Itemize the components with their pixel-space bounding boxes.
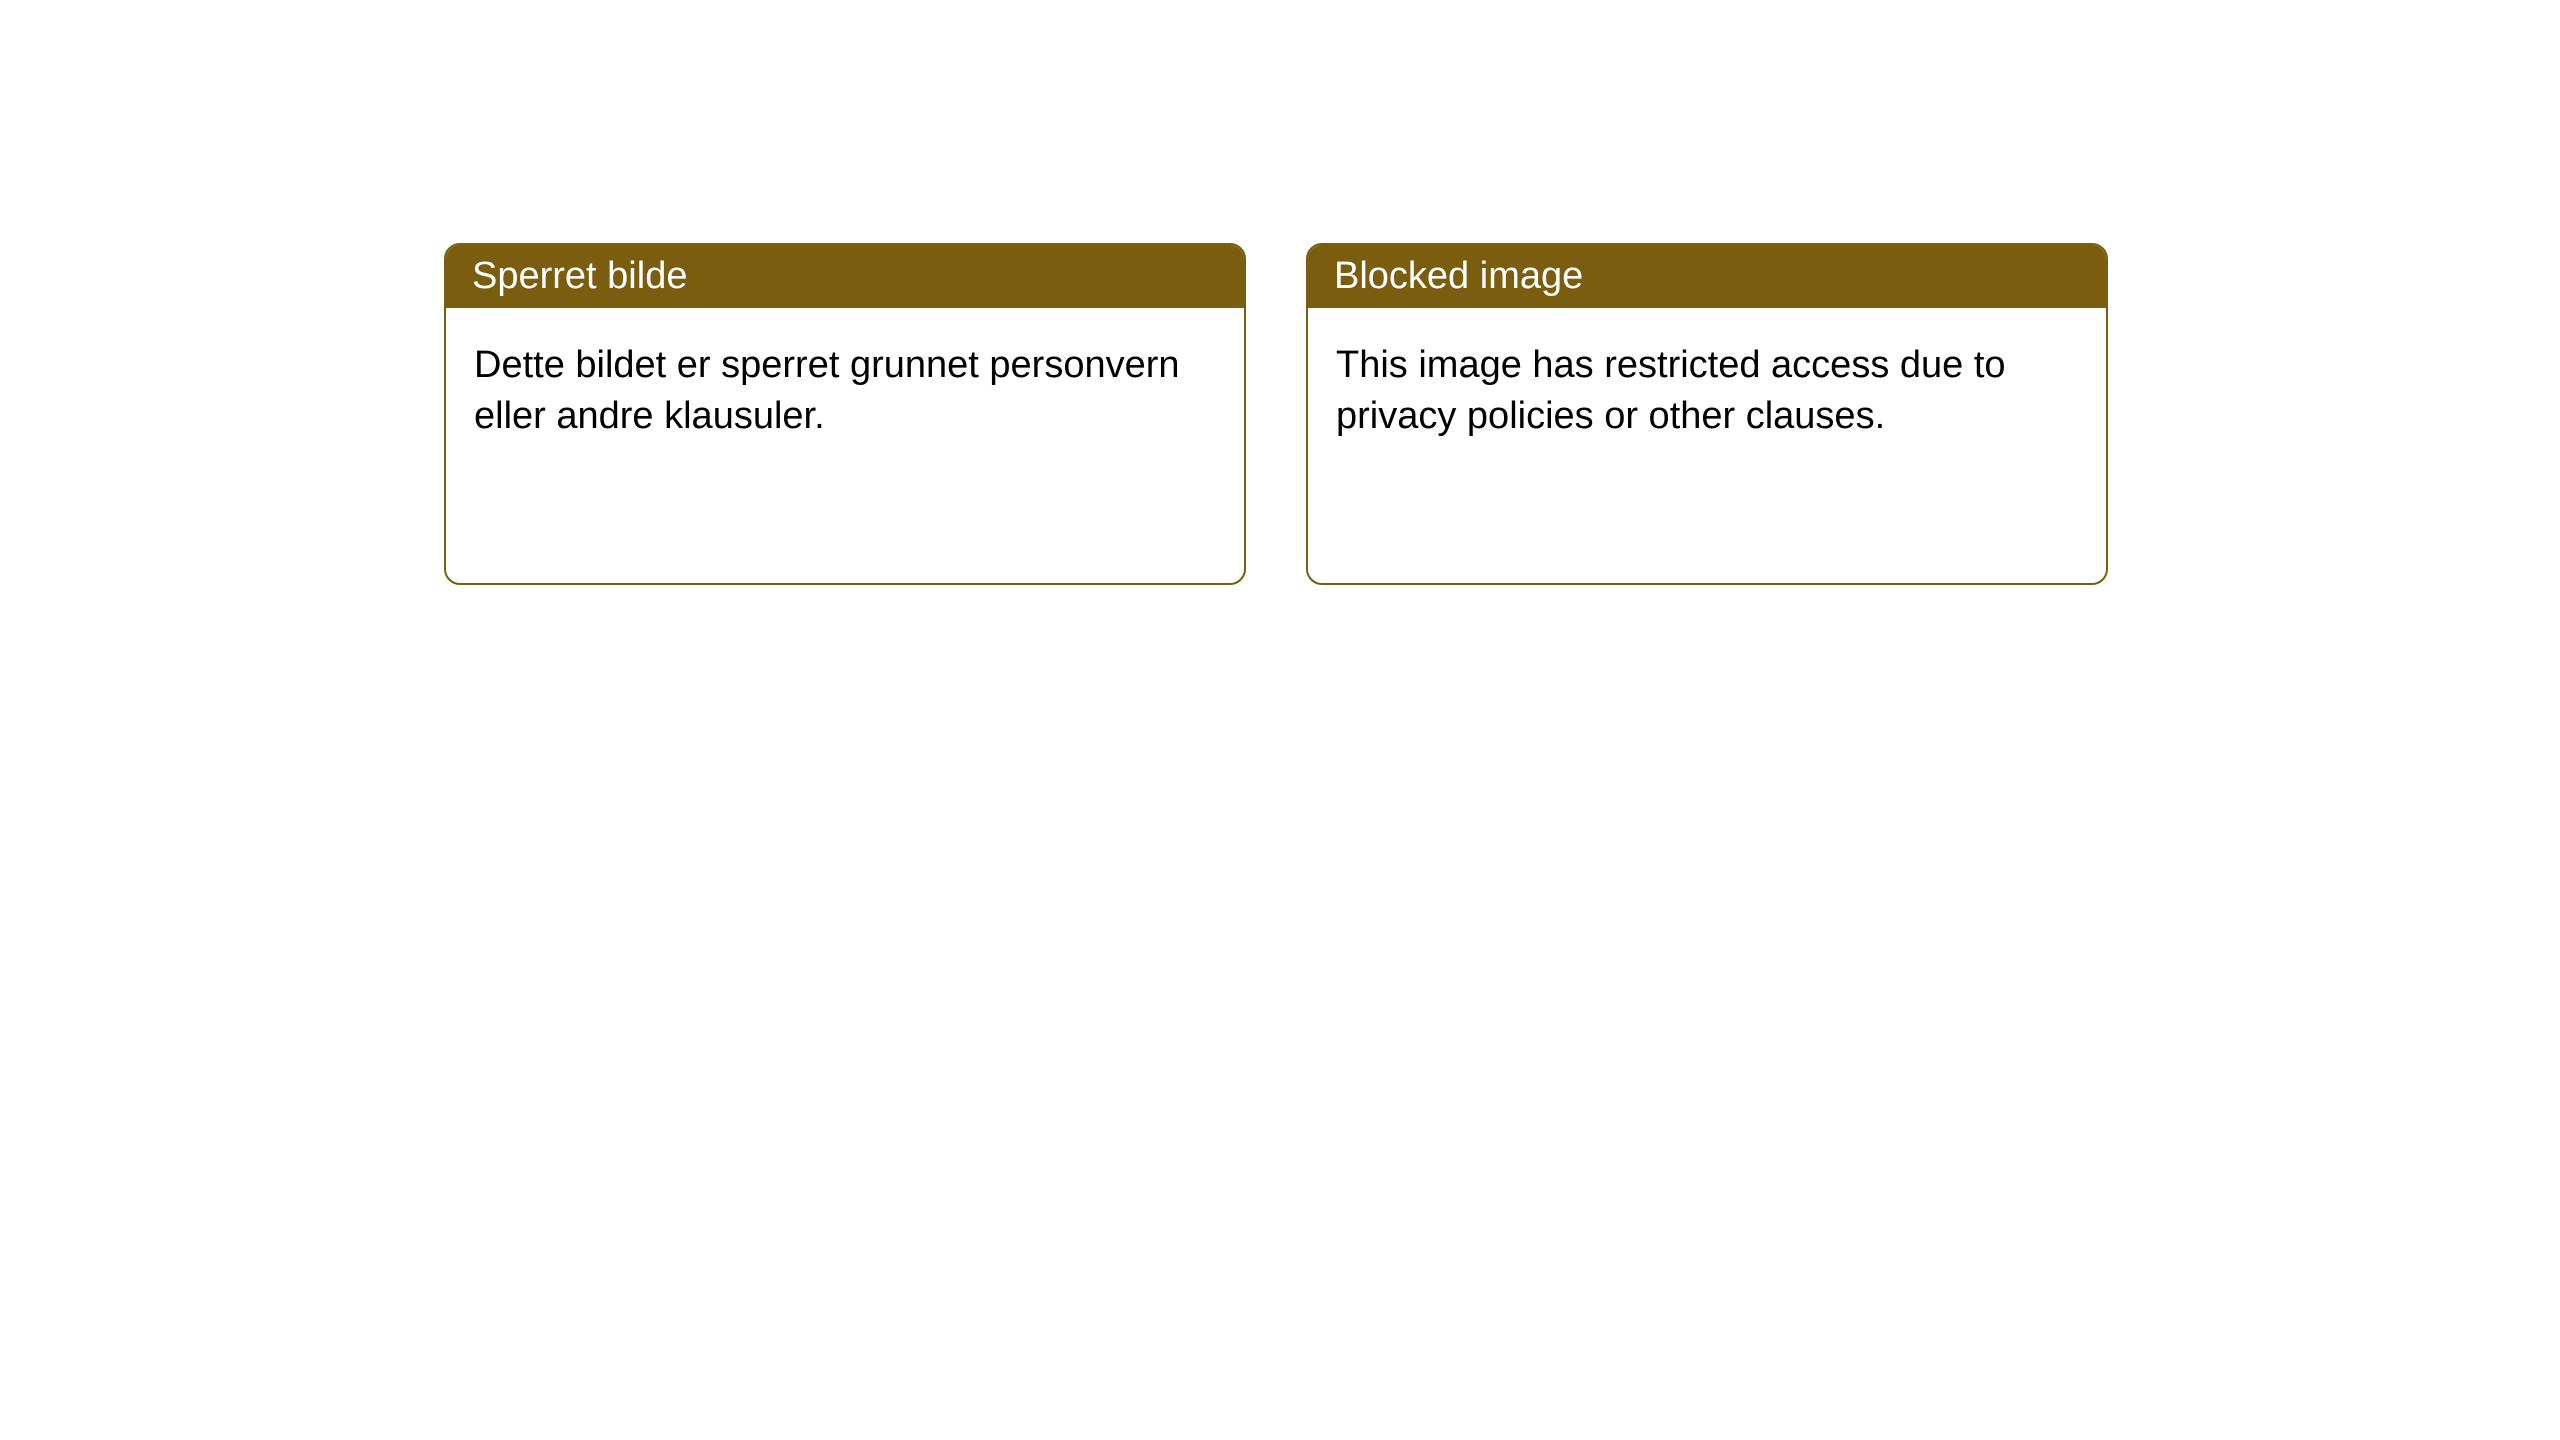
card-body: This image has restricted access due to …: [1308, 308, 2106, 583]
card-body-text: This image has restricted access due to …: [1336, 344, 2006, 437]
card-header-text: Blocked image: [1334, 255, 1583, 297]
blocked-card-english: Blocked image This image has restricted …: [1306, 243, 2108, 585]
card-header-text: Sperret bilde: [472, 255, 687, 297]
card-body-text: Dette bildet er sperret grunnet personve…: [474, 344, 1180, 437]
card-header: Blocked image: [1308, 245, 2106, 308]
blocked-card-norwegian: Sperret bilde Dette bildet er sperret gr…: [444, 243, 1246, 585]
card-body: Dette bildet er sperret grunnet personve…: [446, 308, 1244, 583]
card-header: Sperret bilde: [446, 245, 1244, 308]
blocked-image-cards: Sperret bilde Dette bildet er sperret gr…: [444, 243, 2108, 585]
